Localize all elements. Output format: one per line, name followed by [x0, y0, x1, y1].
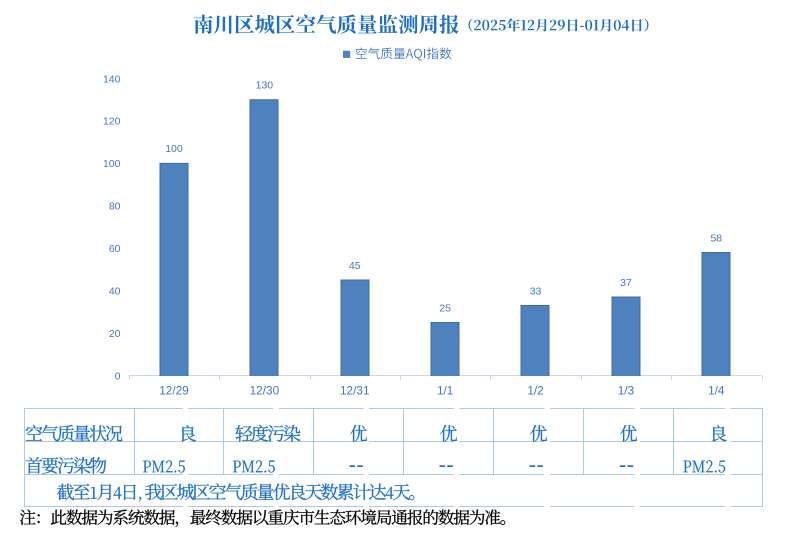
svg-text:1/3: 1/3 [618, 384, 635, 398]
svg-text:33: 33 [530, 285, 542, 297]
svg-text:25: 25 [439, 302, 451, 314]
svg-text:45: 45 [349, 260, 361, 272]
svg-text:12/30: 12/30 [250, 384, 280, 398]
svg-text:12/29: 12/29 [159, 384, 189, 398]
svg-text:40: 40 [109, 285, 121, 297]
svg-text:120: 120 [103, 116, 121, 128]
svg-text:60: 60 [109, 243, 121, 255]
svg-text:100: 100 [165, 143, 183, 155]
svg-text:1/2: 1/2 [527, 384, 543, 398]
svg-text:1/1: 1/1 [437, 384, 453, 398]
svg-text:140: 140 [103, 73, 121, 85]
svg-text:37: 37 [620, 277, 632, 289]
svg-text:0: 0 [115, 370, 121, 382]
svg-text:12/31: 12/31 [340, 384, 370, 398]
svg-text:20: 20 [109, 328, 121, 340]
svg-text:1/4: 1/4 [708, 384, 725, 398]
svg-text:58: 58 [710, 232, 722, 244]
svg-text:130: 130 [256, 80, 274, 92]
svg-text:100: 100 [103, 158, 121, 170]
svg-text:80: 80 [109, 201, 121, 213]
